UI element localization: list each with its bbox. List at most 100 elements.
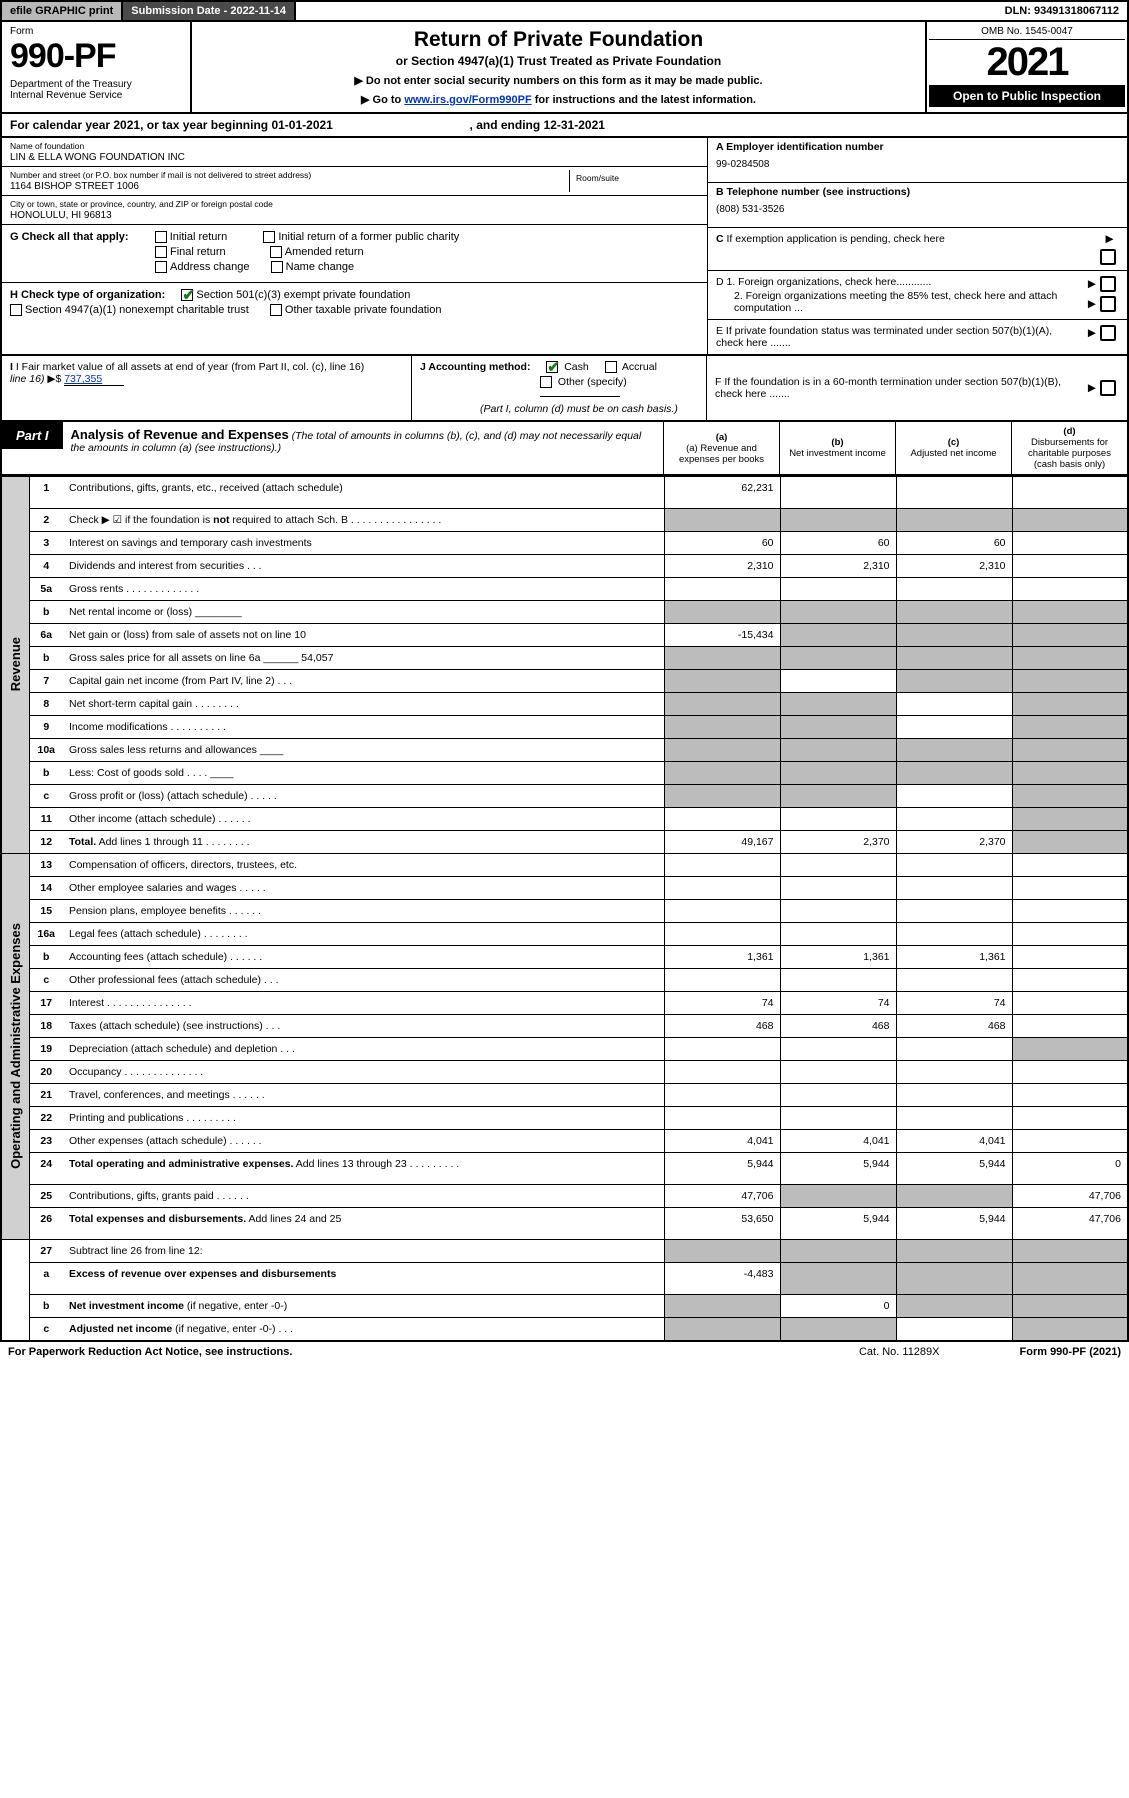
row-num: 21 xyxy=(29,1084,63,1107)
row-desc: Occupancy . . . . . . . . . . . . . . xyxy=(63,1061,664,1084)
row-desc: Capital gain net income (from Part IV, l… xyxy=(63,670,664,693)
row-desc: Total. Add lines 1 through 11 . . . . . … xyxy=(63,831,664,854)
calendar-year-row: For calendar year 2021, or tax year begi… xyxy=(0,114,1129,138)
checkbox[interactable] xyxy=(270,246,282,258)
foundation-name: LIN & ELLA WONG FOUNDATION INC xyxy=(10,152,699,163)
row-desc: Gross rents . . . . . . . . . . . . . xyxy=(63,578,664,601)
row-num: 23 xyxy=(29,1130,63,1153)
city: HONOLULU, HI 96813 xyxy=(10,210,699,221)
note2: ▶ Go to www.irs.gov/Form990PF for instru… xyxy=(198,93,919,106)
open-inspection: Open to Public Inspection xyxy=(929,85,1125,107)
row-desc: Accounting fees (attach schedule) . . . … xyxy=(63,946,664,969)
row-num: 13 xyxy=(29,854,63,877)
row-desc: Interest . . . . . . . . . . . . . . . xyxy=(63,992,664,1015)
row-num: 10a xyxy=(29,739,63,762)
form-header: Form 990-PF Department of the Treasury I… xyxy=(0,22,1129,114)
title: Return of Private Foundation xyxy=(198,28,919,52)
row-num: 15 xyxy=(29,900,63,923)
row-num: 26 xyxy=(29,1208,63,1240)
checkbox[interactable] xyxy=(271,261,283,273)
checkbox[interactable] xyxy=(270,304,282,316)
row-desc: Travel, conferences, and meetings . . . … xyxy=(63,1084,664,1107)
checkbox[interactable] xyxy=(1100,249,1116,265)
row-num: 16a xyxy=(29,923,63,946)
col-d-head: (d) Disbursements for charitable purpose… xyxy=(1011,422,1127,474)
row-desc: Total expenses and disbursements. Add li… xyxy=(63,1208,664,1240)
row-num: 2 xyxy=(29,509,63,532)
footer-right: Form 990-PF (2021) xyxy=(1020,1346,1122,1358)
identity-grid: Name of foundation LIN & ELLA WONG FOUND… xyxy=(0,138,1129,356)
form-number: 990-PF xyxy=(10,37,182,76)
row-num: b xyxy=(29,762,63,785)
row-num: 25 xyxy=(29,1185,63,1208)
part1-header: Part I Analysis of Revenue and Expenses … xyxy=(0,422,1129,476)
d2-label: 2. Foreign organizations meeting the 85%… xyxy=(734,290,1082,314)
row-num: b xyxy=(29,601,63,624)
submission-date: Submission Date - 2022-11-14 xyxy=(123,2,296,20)
row-desc: Total operating and administrative expen… xyxy=(63,1153,664,1185)
topbar: efile GRAPHIC print Submission Date - 20… xyxy=(0,0,1129,22)
checkbox[interactable] xyxy=(1100,276,1116,292)
row-num: 22 xyxy=(29,1107,63,1130)
row-desc: Less: Cost of goods sold . . . . ____ xyxy=(63,762,664,785)
row-num: 5a xyxy=(29,578,63,601)
side-label: Revenue xyxy=(1,477,29,854)
name-label: Name of foundation xyxy=(10,141,699,151)
row-desc: Contributions, gifts, grants paid . . . … xyxy=(63,1185,664,1208)
i-label: I Fair market value of all assets at end… xyxy=(16,361,364,373)
omb: OMB No. 1545-0047 xyxy=(929,24,1125,40)
side-label: Operating and Administrative Expenses xyxy=(1,854,29,1240)
row-num: 17 xyxy=(29,992,63,1015)
ijf-row: I I Fair market value of all assets at e… xyxy=(0,356,1129,422)
row-num: c xyxy=(29,785,63,808)
subtitle: or Section 4947(a)(1) Trust Treated as P… xyxy=(198,54,919,68)
row-desc: Gross sales price for all assets on line… xyxy=(63,647,664,670)
c-label: If exemption application is pending, che… xyxy=(727,233,945,245)
row-num: 12 xyxy=(29,831,63,854)
row-desc: Other income (attach schedule) . . . . .… xyxy=(63,808,664,831)
row-desc: Other expenses (attach schedule) . . . .… xyxy=(63,1130,664,1153)
checkbox[interactable] xyxy=(1100,296,1116,312)
checkbox[interactable] xyxy=(155,231,167,243)
row-desc: Other professional fees (attach schedule… xyxy=(63,969,664,992)
part1-label: Part I xyxy=(2,422,63,449)
addr: 1164 BISHOP STREET 1006 xyxy=(10,181,569,192)
fmv-value: 737,355 xyxy=(64,373,124,386)
row-num: c xyxy=(29,969,63,992)
efile-label[interactable]: efile GRAPHIC print xyxy=(2,2,123,20)
footer: For Paperwork Reduction Act Notice, see … xyxy=(0,1342,1129,1362)
checkbox[interactable] xyxy=(263,231,275,243)
checkbox[interactable] xyxy=(155,246,167,258)
checkbox-cash[interactable] xyxy=(546,361,558,373)
col-a-head: (a) (a) Revenue and expenses per books xyxy=(663,422,779,474)
row-num: 19 xyxy=(29,1038,63,1061)
row-num: 1 xyxy=(29,477,63,509)
checkbox[interactable] xyxy=(1100,380,1116,396)
row-desc: Depreciation (attach schedule) and deple… xyxy=(63,1038,664,1061)
row-num: 14 xyxy=(29,877,63,900)
row-desc: Printing and publications . . . . . . . … xyxy=(63,1107,664,1130)
checkbox-other[interactable] xyxy=(540,376,552,388)
tax-year: 2021 xyxy=(929,40,1125,85)
irs-link[interactable]: www.irs.gov/Form990PF xyxy=(404,94,531,106)
checkbox[interactable] xyxy=(10,304,22,316)
row-num: 18 xyxy=(29,1015,63,1038)
row-desc: Pension plans, employee benefits . . . .… xyxy=(63,900,664,923)
checkbox-checked[interactable] xyxy=(181,289,193,301)
main-table: Revenue1Contributions, gifts, grants, et… xyxy=(0,476,1129,1342)
row-desc: Interest on savings and temporary cash i… xyxy=(63,532,664,555)
d1-label: D 1. Foreign organizations, check here..… xyxy=(716,276,1082,288)
checkbox-accrual[interactable] xyxy=(605,361,617,373)
row-desc: Check ▶ ☑ if the foundation is not requi… xyxy=(63,509,664,532)
row-desc: Taxes (attach schedule) (see instruction… xyxy=(63,1015,664,1038)
row-num: 6a xyxy=(29,624,63,647)
h-section: H Check type of organization: Section 50… xyxy=(2,283,707,325)
ein: 99-0284508 xyxy=(716,159,1119,170)
tel-label: B Telephone number (see instructions) xyxy=(716,186,910,198)
row-num: 24 xyxy=(29,1153,63,1185)
row-num: 4 xyxy=(29,555,63,578)
form-label: Form xyxy=(10,26,182,37)
ein-label: A Employer identification number xyxy=(716,141,884,153)
checkbox[interactable] xyxy=(155,261,167,273)
checkbox[interactable] xyxy=(1100,325,1116,341)
